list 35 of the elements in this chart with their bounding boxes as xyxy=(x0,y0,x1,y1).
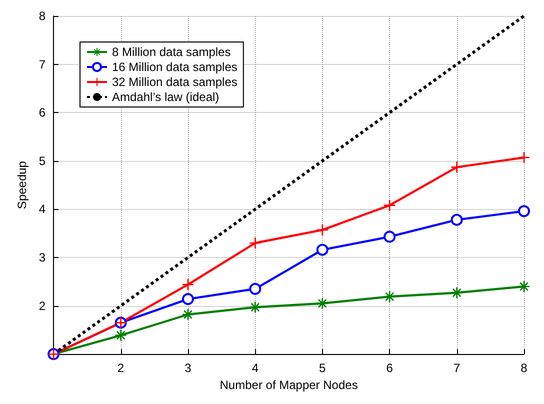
point xyxy=(249,282,262,295)
y-tick-label: 3 xyxy=(38,250,46,264)
point xyxy=(316,298,328,309)
y-axis-title: Speedup xyxy=(15,160,29,210)
x-tick-label: 6 xyxy=(386,361,394,376)
point xyxy=(451,162,462,173)
point xyxy=(250,238,261,249)
legend-label: 8 Million data samples xyxy=(112,45,231,59)
x-tick-label: 7 xyxy=(453,361,460,376)
point xyxy=(384,291,396,302)
point xyxy=(450,214,463,226)
y-tick-label: 4 xyxy=(38,202,46,216)
y-tick-label: 2 xyxy=(38,298,46,313)
x-tick-label: 5 xyxy=(319,361,326,376)
legend-label: Amdahl’s law (ideal) xyxy=(112,90,220,104)
x-tick-label: 8 xyxy=(520,361,528,376)
point xyxy=(384,230,396,243)
legend-label: 32 Million data samples xyxy=(112,75,238,89)
x-tick-label: 2 xyxy=(117,361,124,376)
point xyxy=(518,205,530,218)
y-tick-label: 8 xyxy=(38,9,46,23)
y-tick-label: 6 xyxy=(38,106,46,120)
x-tick-label: 4 xyxy=(252,361,259,376)
point xyxy=(115,330,126,341)
point xyxy=(250,302,261,313)
x-tick-label: 3 xyxy=(184,361,192,376)
point xyxy=(451,287,462,298)
legend-label: 16 Million data samples xyxy=(112,60,238,74)
y-tick-label: 5 xyxy=(38,154,46,168)
y-tick-label: 7 xyxy=(38,57,46,72)
x-axis-title: Number of Mapper Nodes xyxy=(220,378,358,392)
point xyxy=(316,224,328,236)
point xyxy=(384,200,396,211)
point xyxy=(182,293,194,306)
point xyxy=(316,244,328,256)
